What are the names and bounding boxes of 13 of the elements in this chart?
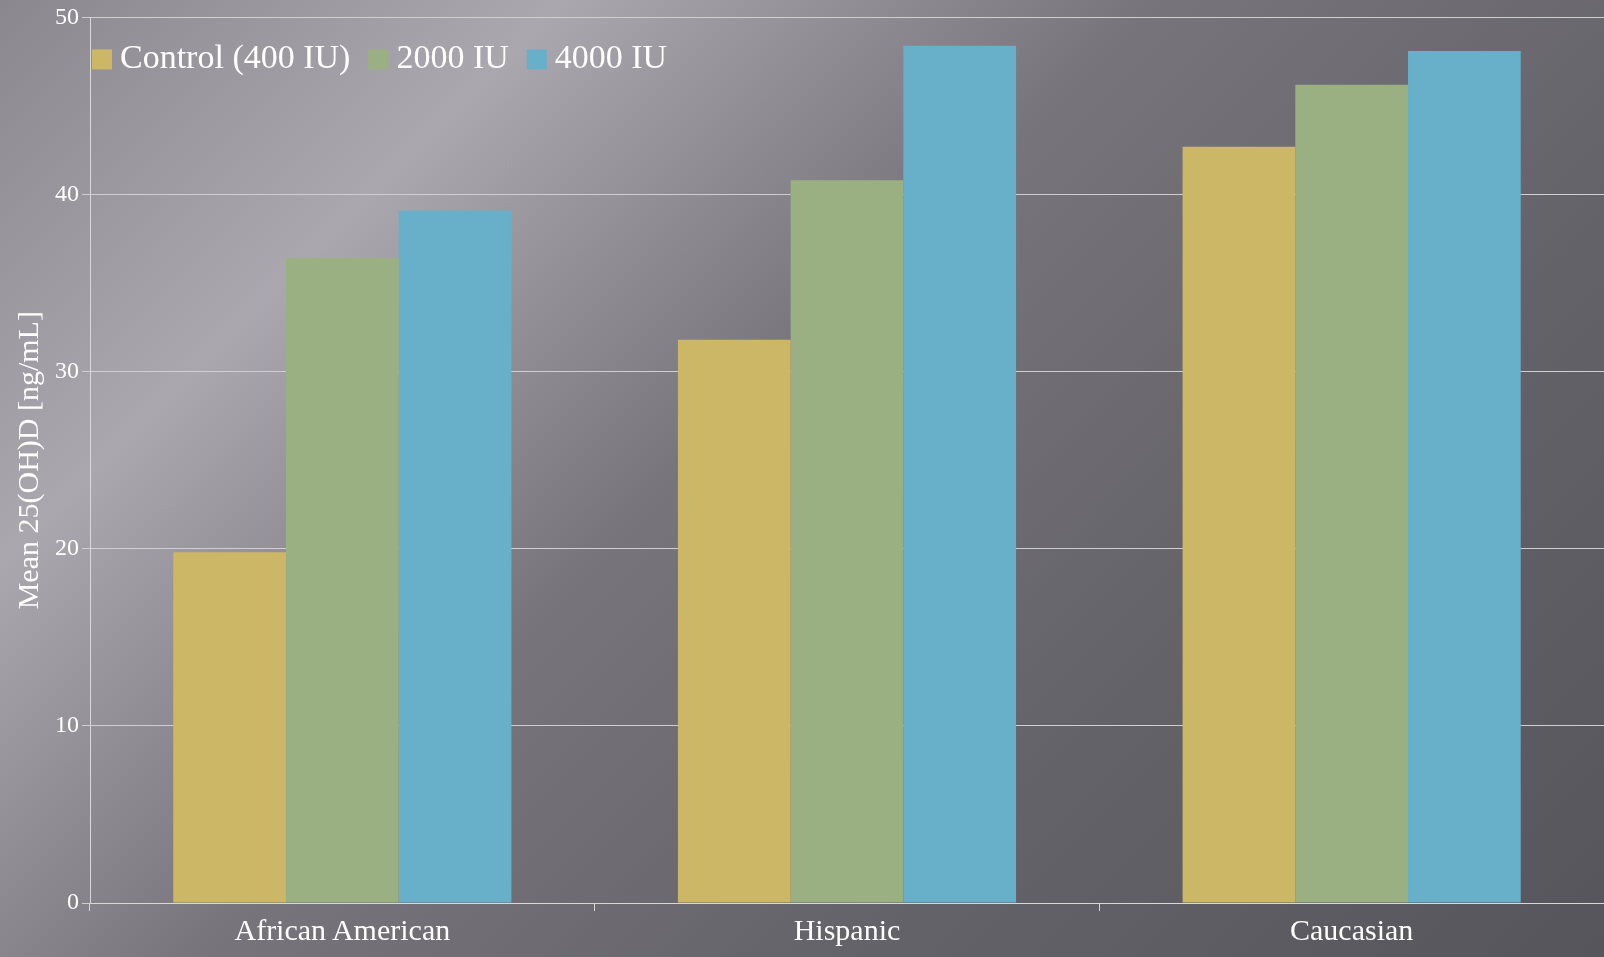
legend-label: 2000 IU (396, 38, 509, 76)
y-tick-label: 50 (55, 2, 79, 29)
y-axis-title: Mean 25(OH)D [ng/mL] (10, 311, 45, 610)
x-tick-label: Caucasian (1290, 912, 1414, 946)
y-tick-label: 0 (67, 888, 79, 915)
x-tick-label: African American (234, 912, 451, 946)
y-tick-label: 20 (55, 534, 79, 561)
y-tick-label: 40 (55, 179, 79, 206)
x-tick-label: Hispanic (793, 912, 901, 946)
legend-label: 4000 IU (554, 38, 668, 76)
legend-label: Control (400 IU) (120, 38, 351, 77)
y-tick-label: 10 (55, 711, 79, 738)
y-tick-label: 30 (55, 356, 79, 383)
